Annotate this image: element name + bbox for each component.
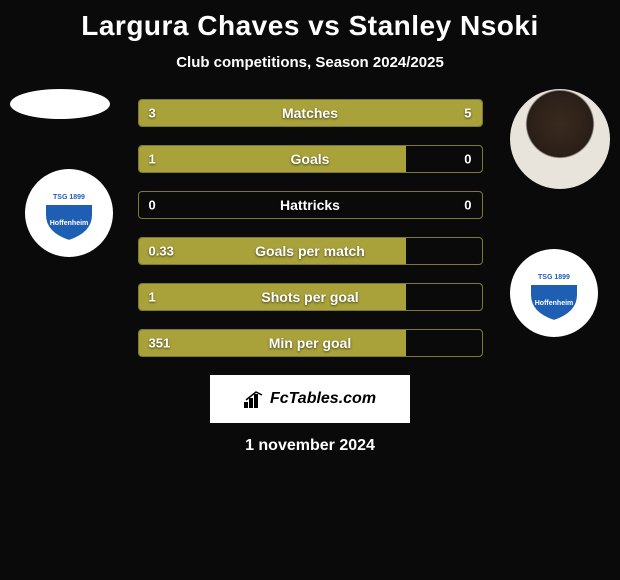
stat-value-left: 3 xyxy=(149,106,156,121)
date-label: 1 november 2024 xyxy=(0,437,620,455)
stat-row: 351 Min per goal xyxy=(138,329,483,357)
svg-text:TSG 1899: TSG 1899 xyxy=(53,194,85,201)
stat-row: 0 0 Hattricks xyxy=(138,191,483,219)
stat-label: Min per goal xyxy=(269,335,351,351)
stat-row: 1 Shots per goal xyxy=(138,283,483,311)
branding-badge: FcTables.com xyxy=(210,375,410,423)
player-right-club-logo: TSG 1899 Hoffenheim xyxy=(510,249,598,337)
stat-label: Matches xyxy=(282,105,338,121)
stat-value-left: 1 xyxy=(149,290,156,305)
fctables-logo-icon xyxy=(244,390,266,408)
stat-value-left: 0.33 xyxy=(149,244,174,259)
stat-label: Goals per match xyxy=(255,243,365,259)
stat-value-left: 0 xyxy=(149,198,156,213)
comparison-infographic: Largura Chaves vs Stanley Nsoki Club com… xyxy=(0,0,620,580)
svg-text:TSG 1899: TSG 1899 xyxy=(538,274,570,281)
stat-label: Hattricks xyxy=(280,197,340,213)
stat-label: Goals xyxy=(291,151,330,167)
stat-value-left: 351 xyxy=(149,336,171,351)
stat-value-right: 5 xyxy=(464,106,471,121)
stat-value-right: 0 xyxy=(464,152,471,167)
subtitle: Club competitions, Season 2024/2025 xyxy=(0,54,620,71)
svg-text:Hoffenheim: Hoffenheim xyxy=(50,220,89,227)
stat-bar-left xyxy=(139,100,266,126)
page-title: Largura Chaves vs Stanley Nsoki xyxy=(0,10,620,42)
stat-row: 1 0 Goals xyxy=(138,145,483,173)
player-left-club-logo: TSG 1899 Hoffenheim xyxy=(25,169,113,257)
branding-text: FcTables.com xyxy=(270,390,376,408)
stat-row: 0.33 Goals per match xyxy=(138,237,483,265)
comparison-area: TSG 1899 Hoffenheim TSG 1899 Hoffenheim … xyxy=(0,99,620,357)
player-right-portrait xyxy=(510,89,610,189)
player-left-portrait xyxy=(10,89,110,119)
stat-row: 3 5 Matches xyxy=(138,99,483,127)
stat-value-left: 1 xyxy=(149,152,156,167)
hoffenheim-logo-icon: TSG 1899 Hoffenheim xyxy=(522,261,586,325)
stat-label: Shots per goal xyxy=(261,289,358,305)
stat-bars: 3 5 Matches 1 0 Goals 0 0 Hattricks 0.33 Goals per… xyxy=(138,99,483,357)
svg-text:Hoffenheim: Hoffenheim xyxy=(535,300,574,307)
stat-value-right: 0 xyxy=(464,198,471,213)
hoffenheim-logo-icon: TSG 1899 Hoffenheim xyxy=(37,181,101,245)
stat-bar-left xyxy=(139,146,407,172)
